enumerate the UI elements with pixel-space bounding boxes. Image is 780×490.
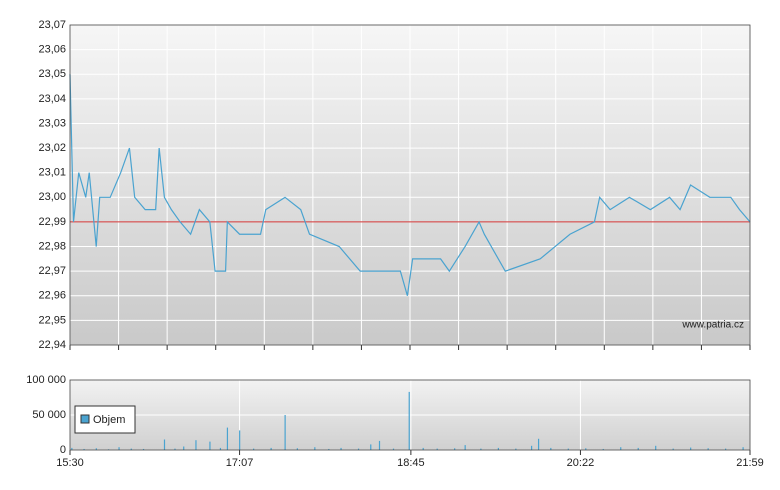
volume-bar [585, 448, 587, 450]
legend-swatch [80, 414, 90, 424]
volume-bar [742, 447, 744, 450]
x-tick-label: 18:45 [397, 457, 425, 469]
volume-bar [314, 447, 316, 450]
volume-bar [550, 447, 552, 450]
volume-bar [130, 448, 132, 450]
volume-bar [357, 448, 360, 450]
volume-bar [672, 448, 674, 450]
y-tick-label: 23,04 [38, 93, 66, 105]
price-line [69, 74, 751, 296]
x-tick-label: 21:59 [736, 457, 764, 469]
volume-bar [408, 391, 410, 450]
volume-bar [219, 447, 222, 450]
volume-bar [392, 448, 395, 450]
y-tick-label: 22,95 [38, 314, 66, 326]
volume-bar [226, 427, 229, 450]
volume-bar [480, 448, 482, 450]
volume-bar [602, 448, 604, 450]
y-tick-label: 23,01 [38, 167, 66, 179]
volume-bar [284, 415, 286, 450]
y-tick-label: 0 [60, 444, 66, 456]
volume-bar [163, 439, 166, 450]
volume-bar [530, 445, 533, 450]
y-tick-label: 23,02 [38, 142, 66, 154]
volume-bar [328, 448, 330, 450]
y-tick-label: 22,96 [38, 290, 66, 302]
y-tick-label: 23,06 [38, 44, 66, 56]
watermark: www.patria.cz [681, 320, 744, 331]
x-tick-label: 17:07 [226, 457, 254, 469]
volume-bar [690, 447, 692, 450]
volume-bar [83, 448, 85, 450]
volume-bar [370, 444, 372, 450]
volume-bar [71, 447, 73, 450]
y-tick-label: 22,99 [38, 216, 66, 228]
y-tick-label: 23,05 [38, 68, 66, 80]
y-tick-label: 50 000 [32, 409, 66, 421]
volume-bar [209, 441, 211, 450]
x-tick-label: 20:22 [567, 457, 595, 469]
y-tick-label: 23,03 [38, 117, 66, 129]
volume-bar [378, 440, 381, 450]
volume-bar [637, 447, 639, 450]
volume-bar [436, 448, 438, 450]
volume-bar [422, 447, 424, 450]
y-tick-label: 22,94 [38, 339, 66, 351]
y-tick-label: 22,97 [38, 265, 66, 277]
y-tick-label: 23,00 [38, 191, 66, 203]
volume-bar [253, 448, 255, 450]
volume-bar [725, 448, 727, 450]
volume-bar [655, 445, 657, 450]
volume-bar [142, 448, 145, 450]
volume-bar [95, 448, 97, 450]
volume-bar [454, 448, 456, 450]
volume-bar [239, 430, 241, 450]
y-tick-label: 100 000 [26, 374, 66, 386]
volume-bar [183, 446, 185, 450]
legend-label: Objem [93, 414, 125, 426]
volume-bar [174, 448, 176, 450]
volume-bar [537, 438, 540, 450]
panel-border [69, 379, 751, 451]
volume-bar [567, 448, 569, 450]
volume-bar [270, 447, 272, 450]
volume-bar [515, 448, 517, 450]
y-tick-label: 23,07 [38, 19, 66, 31]
volume-bar [296, 448, 298, 450]
volume-bar [195, 440, 197, 450]
volume-bar [118, 447, 120, 450]
volume-bar [497, 447, 499, 450]
y-tick-label: 22,98 [38, 240, 66, 252]
x-tick-label: 15:30 [56, 457, 84, 469]
panel-border [69, 24, 751, 346]
volume-bar [620, 447, 622, 450]
volume-bar [707, 448, 709, 450]
volume-bar [340, 447, 342, 450]
volume-bar [464, 445, 466, 450]
